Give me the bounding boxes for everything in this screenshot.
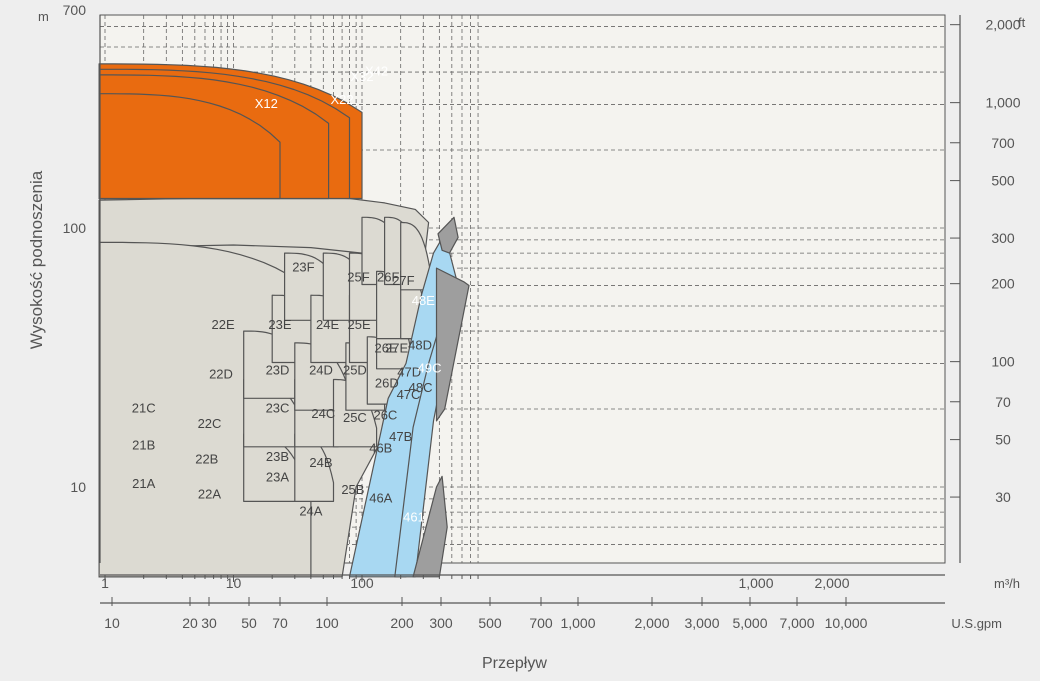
x-gpm-tick-label: 500 bbox=[478, 615, 502, 631]
region-label-22D: 22D bbox=[209, 367, 233, 382]
y-axis-title: Wysokość podnoszenia bbox=[27, 170, 46, 350]
region-label-X32: X32 bbox=[350, 69, 373, 84]
y-left-tick-label: 100 bbox=[63, 220, 87, 236]
y-right-tick-label: 2,000 bbox=[985, 17, 1020, 33]
x-m3h-tick-label: 100 bbox=[350, 575, 374, 591]
region-label-23D: 23D bbox=[266, 363, 290, 378]
region-label-48D: 48D bbox=[408, 338, 432, 353]
x-m3h-tick-label: 10 bbox=[226, 575, 242, 591]
region-461 bbox=[412, 475, 448, 578]
region-label-23A: 23A bbox=[266, 470, 289, 485]
region-label-47D: 47D bbox=[397, 365, 421, 380]
region-label-27F: 27F bbox=[392, 273, 414, 288]
region-label-46A: 46A bbox=[369, 490, 392, 505]
region-48E bbox=[437, 216, 459, 254]
y-right-tick-label: 500 bbox=[991, 173, 1015, 189]
x-gpm-tick-label: 1,000 bbox=[560, 615, 595, 631]
region-label-24A: 24A bbox=[299, 504, 322, 519]
y-right-tick-label: 700 bbox=[991, 135, 1015, 151]
y-right-tick-label: 200 bbox=[991, 276, 1015, 292]
region-label-25B: 25B bbox=[341, 482, 364, 497]
y-left-tick-label: 700 bbox=[63, 2, 87, 18]
region-label-22C: 22C bbox=[198, 416, 222, 431]
region-label-26D: 26D bbox=[375, 375, 399, 390]
region-label-48C: 48C bbox=[409, 380, 433, 395]
y-right-tick-label: 1,000 bbox=[985, 95, 1020, 111]
region-label-24C: 24C bbox=[311, 406, 335, 421]
region-label-X42: X42 bbox=[365, 64, 388, 79]
region-label-22B: 22B bbox=[195, 452, 218, 467]
region-label-25D: 25D bbox=[343, 363, 367, 378]
region-label-22A: 22A bbox=[198, 487, 221, 502]
region-label-27E: 27E bbox=[385, 341, 408, 356]
region-label-21A: 21A bbox=[132, 476, 155, 491]
region-label-X22: X22 bbox=[331, 92, 354, 107]
region-label-21B: 21B bbox=[132, 437, 155, 452]
region-label-25F: 25F bbox=[347, 270, 369, 285]
y-left-tick-label: 10 bbox=[70, 479, 86, 495]
region-label-23F: 23F bbox=[292, 260, 314, 275]
region-label-X12: X12 bbox=[255, 96, 278, 111]
region-label-23E: 23E bbox=[268, 317, 291, 332]
x-gpm-tick-label: 20 bbox=[182, 615, 198, 631]
y-right-tick-label: 50 bbox=[995, 432, 1011, 448]
region-label-47B: 47B bbox=[389, 429, 412, 444]
region-27F bbox=[400, 221, 431, 291]
axes: m 700 100 10 2,000 1,000 700 500 300 200 100 70 50 30… bbox=[38, 2, 1026, 631]
region-label-25E: 25E bbox=[348, 317, 371, 332]
x-gpm-tick-label: 700 bbox=[529, 615, 553, 631]
region-label-25C: 25C bbox=[343, 410, 367, 425]
x-m3h-tick-label: 1,000 bbox=[738, 575, 773, 591]
x-gpm-tick-label: 70 bbox=[272, 615, 288, 631]
y-right-tick-label: 30 bbox=[995, 489, 1011, 505]
region-X12 bbox=[98, 93, 281, 200]
y-right-tick-label: 300 bbox=[991, 230, 1015, 246]
region-label-24E: 24E bbox=[316, 317, 339, 332]
region-label-26C: 26C bbox=[373, 407, 397, 422]
region-label-26E: 26E bbox=[375, 341, 398, 356]
x-gpm-tick-label: 2,000 bbox=[634, 615, 669, 631]
x-axis-title: Przepływ bbox=[482, 655, 547, 672]
region-label-46B: 46B bbox=[369, 441, 392, 456]
region-label-24B: 24B bbox=[309, 455, 332, 470]
x-gpm-tick-label: 5,000 bbox=[732, 615, 767, 631]
x-gpm-tick-label: 100 bbox=[315, 615, 339, 631]
region-label-22E: 22E bbox=[212, 317, 235, 332]
x-gpm-tick-label: 7,000 bbox=[779, 615, 814, 631]
x-gpm-tick-label: 10,000 bbox=[825, 615, 868, 631]
x-gpm-unit: U.S.gpm bbox=[951, 616, 1002, 631]
region-label-47C: 47C bbox=[397, 387, 421, 402]
x-gpm-tick-label: 50 bbox=[241, 615, 257, 631]
y-right-unit: ft bbox=[1018, 15, 1026, 30]
x-m3h-tick-label: 1 bbox=[101, 575, 109, 591]
pump-regions bbox=[98, 63, 470, 578]
x-gpm-tick-label: 3,000 bbox=[684, 615, 719, 631]
x-gpm-tick-label: 10 bbox=[104, 615, 120, 631]
region-label-23C: 23C bbox=[266, 400, 290, 415]
region-49C-strip bbox=[435, 267, 470, 422]
region-label-26F: 26F bbox=[377, 270, 399, 285]
x-gpm-tick-label: 30 bbox=[201, 615, 217, 631]
x-m3h-unit: m³/h bbox=[994, 576, 1020, 591]
x-m3h-tick-label: 2,000 bbox=[814, 575, 849, 591]
x-gpm-tick-label: 200 bbox=[390, 615, 414, 631]
y-left-unit: m bbox=[38, 9, 49, 24]
y-right-tick-label: 70 bbox=[995, 394, 1011, 410]
x-gpm-tick-label: 300 bbox=[429, 615, 453, 631]
region-label-21C: 21C bbox=[132, 400, 156, 415]
region-label-49C: 49C bbox=[418, 361, 442, 376]
region-label-48E: 48E bbox=[412, 293, 435, 308]
region-label-23B: 23B bbox=[266, 449, 289, 464]
y-right-tick-label: 100 bbox=[991, 354, 1015, 370]
region-label-461: 461 bbox=[403, 509, 425, 524]
region-label-24D: 24D bbox=[309, 363, 333, 378]
